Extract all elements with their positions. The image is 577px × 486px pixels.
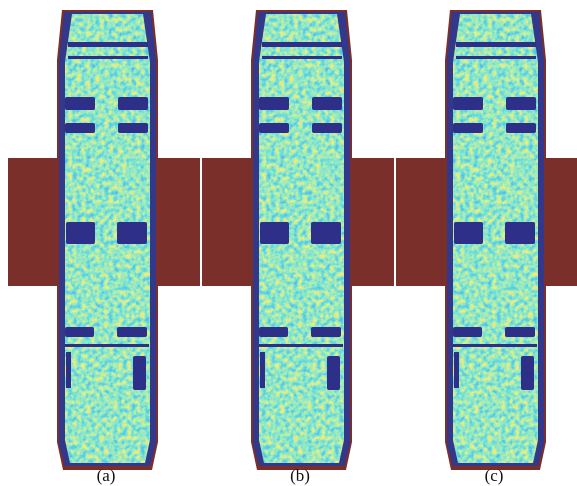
panel-label: (c) xyxy=(485,466,504,485)
figure: (a) (b) (c) xyxy=(0,0,577,486)
panel-label: (b) xyxy=(290,466,310,485)
panel-label: (a) xyxy=(97,466,116,485)
panel-image xyxy=(8,10,200,470)
panel-image xyxy=(396,10,577,470)
panel-image xyxy=(202,10,394,470)
